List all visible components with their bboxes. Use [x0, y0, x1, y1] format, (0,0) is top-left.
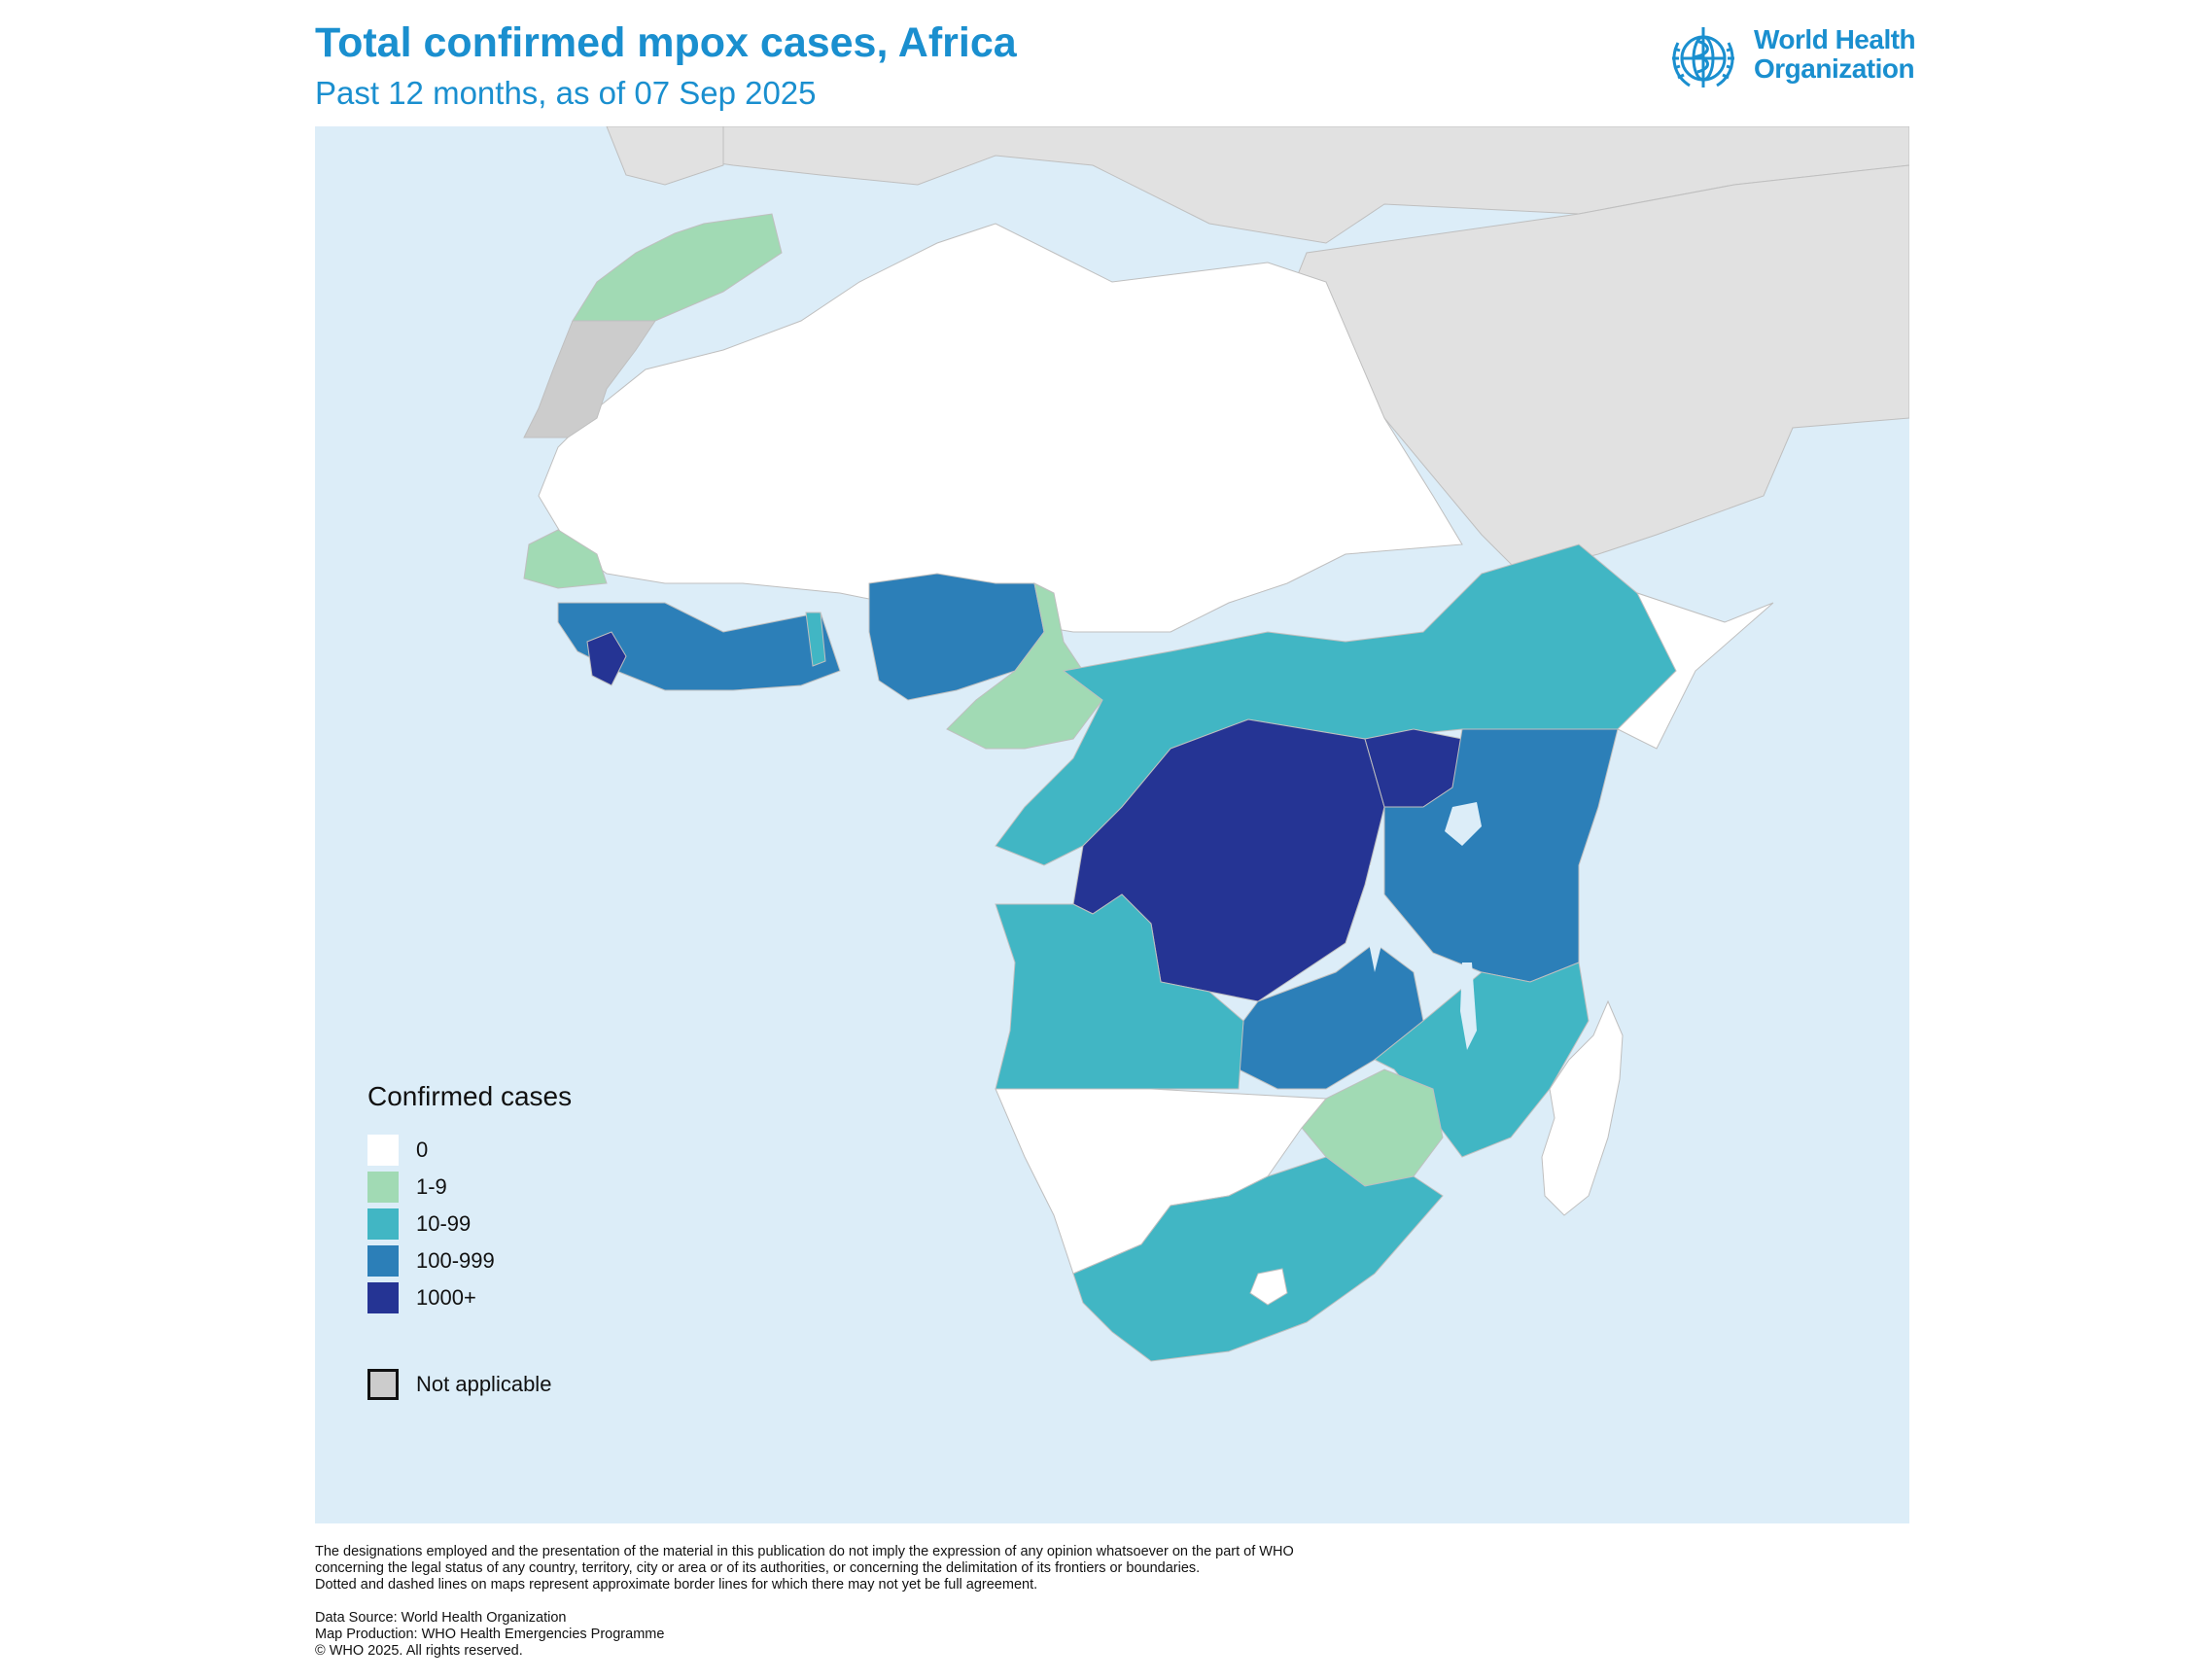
- credit-data-source: Data Source: World Health Organization: [315, 1610, 567, 1626]
- country-cameroon: [946, 582, 1103, 750]
- legend-title: Confirmed cases: [367, 1081, 573, 1111]
- region-west-africa-100-999: [557, 602, 841, 691]
- legend-label: 10-99: [416, 1211, 472, 1236]
- legend: Confirmed cases 0 1-9 10-99 100-999 1000+: [367, 1081, 572, 1316]
- africa-map: [315, 126, 1909, 1523]
- country-morocco: [572, 213, 783, 322]
- legend-swatch-not-applicable: [367, 1369, 399, 1400]
- lake-tanganyika: [1367, 865, 1384, 972]
- legend-swatch: [367, 1282, 399, 1313]
- legend-label: 0: [416, 1138, 429, 1162]
- legend-swatch: [367, 1245, 399, 1277]
- map-title: Total confirmed mpox cases, Africa: [315, 19, 1017, 66]
- legend-item-not-applicable: Not applicable: [367, 1369, 551, 1400]
- territory-western-sahara: [523, 320, 656, 438]
- legend-swatch: [367, 1135, 399, 1166]
- legend-item: 1-9: [367, 1169, 572, 1206]
- country-somalia: [1617, 592, 1774, 750]
- logo-line1: World Health: [1754, 24, 1916, 54]
- credit-map-production: Map Production: WHO Health Emergencies P…: [315, 1627, 665, 1642]
- disclaimer-line-2: concerning the legal status of any count…: [315, 1560, 1201, 1576]
- credit-copyright: © WHO 2025. All rights reserved.: [315, 1643, 523, 1659]
- map-subtitle: Past 12 months, as of 07 Sep 2025: [315, 75, 817, 111]
- country-madagascar: [1541, 999, 1624, 1216]
- country-lesotho: [1249, 1268, 1288, 1306]
- country-sierra-leone: [586, 631, 627, 686]
- legend-swatch: [367, 1208, 399, 1240]
- disclaimer: The designations employed and the presen…: [315, 1544, 1870, 1593]
- who-logo: World Health Organization: [1664, 19, 1916, 97]
- legend-item: 10-99: [367, 1206, 572, 1242]
- legend-label-not-applicable: Not applicable: [416, 1372, 552, 1396]
- legend-item: 100-999: [367, 1242, 572, 1279]
- logo-line2: Organization: [1754, 53, 1915, 84]
- lake-victoria: [1445, 802, 1482, 846]
- legend-swatch: [367, 1172, 399, 1203]
- legend-item: 0: [367, 1132, 572, 1169]
- legend-label: 1-9: [416, 1174, 447, 1199]
- country-angola: [995, 893, 1244, 1090]
- country-togo: [805, 612, 826, 667]
- country-senegal: [523, 529, 608, 589]
- lake-malawi: [1460, 962, 1477, 1050]
- disclaimer-line-3: Dotted and dashed lines on maps represen…: [315, 1577, 1038, 1592]
- who-emblem-icon: [1672, 27, 1734, 88]
- country-south-africa: [1072, 1156, 1444, 1362]
- region-iberia: [606, 126, 724, 186]
- legend-item: 1000+: [367, 1279, 572, 1316]
- disclaimer-line-1: The designations employed and the presen…: [315, 1544, 1294, 1559]
- legend-label: 100-999: [416, 1248, 495, 1273]
- credits: Data Source: World Health Organization M…: [315, 1610, 664, 1660]
- legend-label: 1000+: [416, 1285, 476, 1310]
